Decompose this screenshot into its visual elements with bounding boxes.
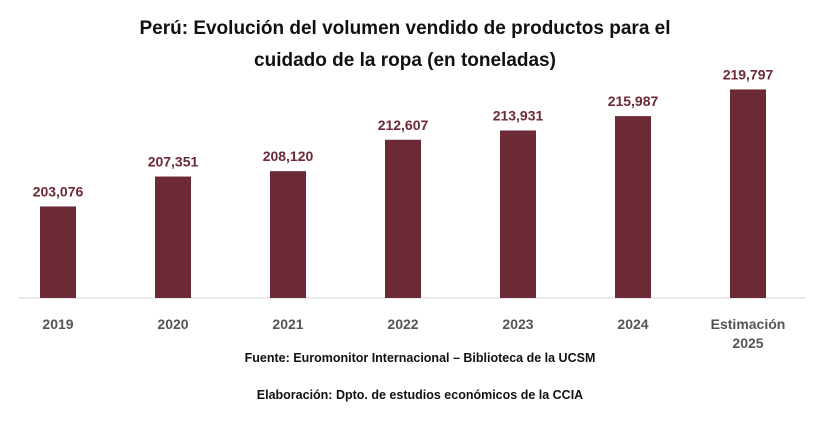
category-label: 2023 [502, 316, 533, 332]
category-label: 2022 [387, 316, 418, 332]
data-label: 213,931 [493, 107, 544, 123]
data-label: 203,076 [33, 183, 84, 199]
category-label: Estimación 2025 [711, 316, 786, 351]
data-label: 207,351 [148, 154, 199, 170]
data-label-group: 203,076 207,351 208,120 212,607 213,931 215,9… [33, 66, 774, 199]
category-label: 2021 [272, 316, 303, 332]
bar-2022 [385, 139, 421, 298]
category-label-group: 2019 2020 2021 2022 2023 2024 Estimación 2025 [42, 316, 785, 351]
bar-estimación-2025 [730, 89, 766, 299]
chart-title-line-1: Perú: Evolución del volumen vendido de p… [139, 18, 671, 39]
credit-note: Elaboración: Dpto. de estudios económico… [256, 388, 584, 402]
bar-2020 [155, 176, 191, 298]
chart-title-line-2: cuidado de la ropa (en toneladas) [254, 50, 556, 71]
bar-2019 [40, 206, 76, 298]
data-label: 208,120 [263, 148, 314, 164]
data-label: 212,607 [378, 117, 429, 133]
category-label: 2024 [617, 316, 648, 332]
bar-2021 [270, 171, 306, 298]
bar-2023 [500, 130, 536, 298]
source-note: Fuente: Euromonitor Internacional – Bibl… [244, 351, 596, 365]
category-label: 2019 [42, 316, 73, 332]
data-label: 215,987 [608, 93, 659, 109]
bar-group [40, 89, 766, 299]
bar-2024 [615, 116, 651, 298]
category-label: 2020 [157, 316, 188, 332]
data-label: 219,797 [723, 66, 774, 82]
